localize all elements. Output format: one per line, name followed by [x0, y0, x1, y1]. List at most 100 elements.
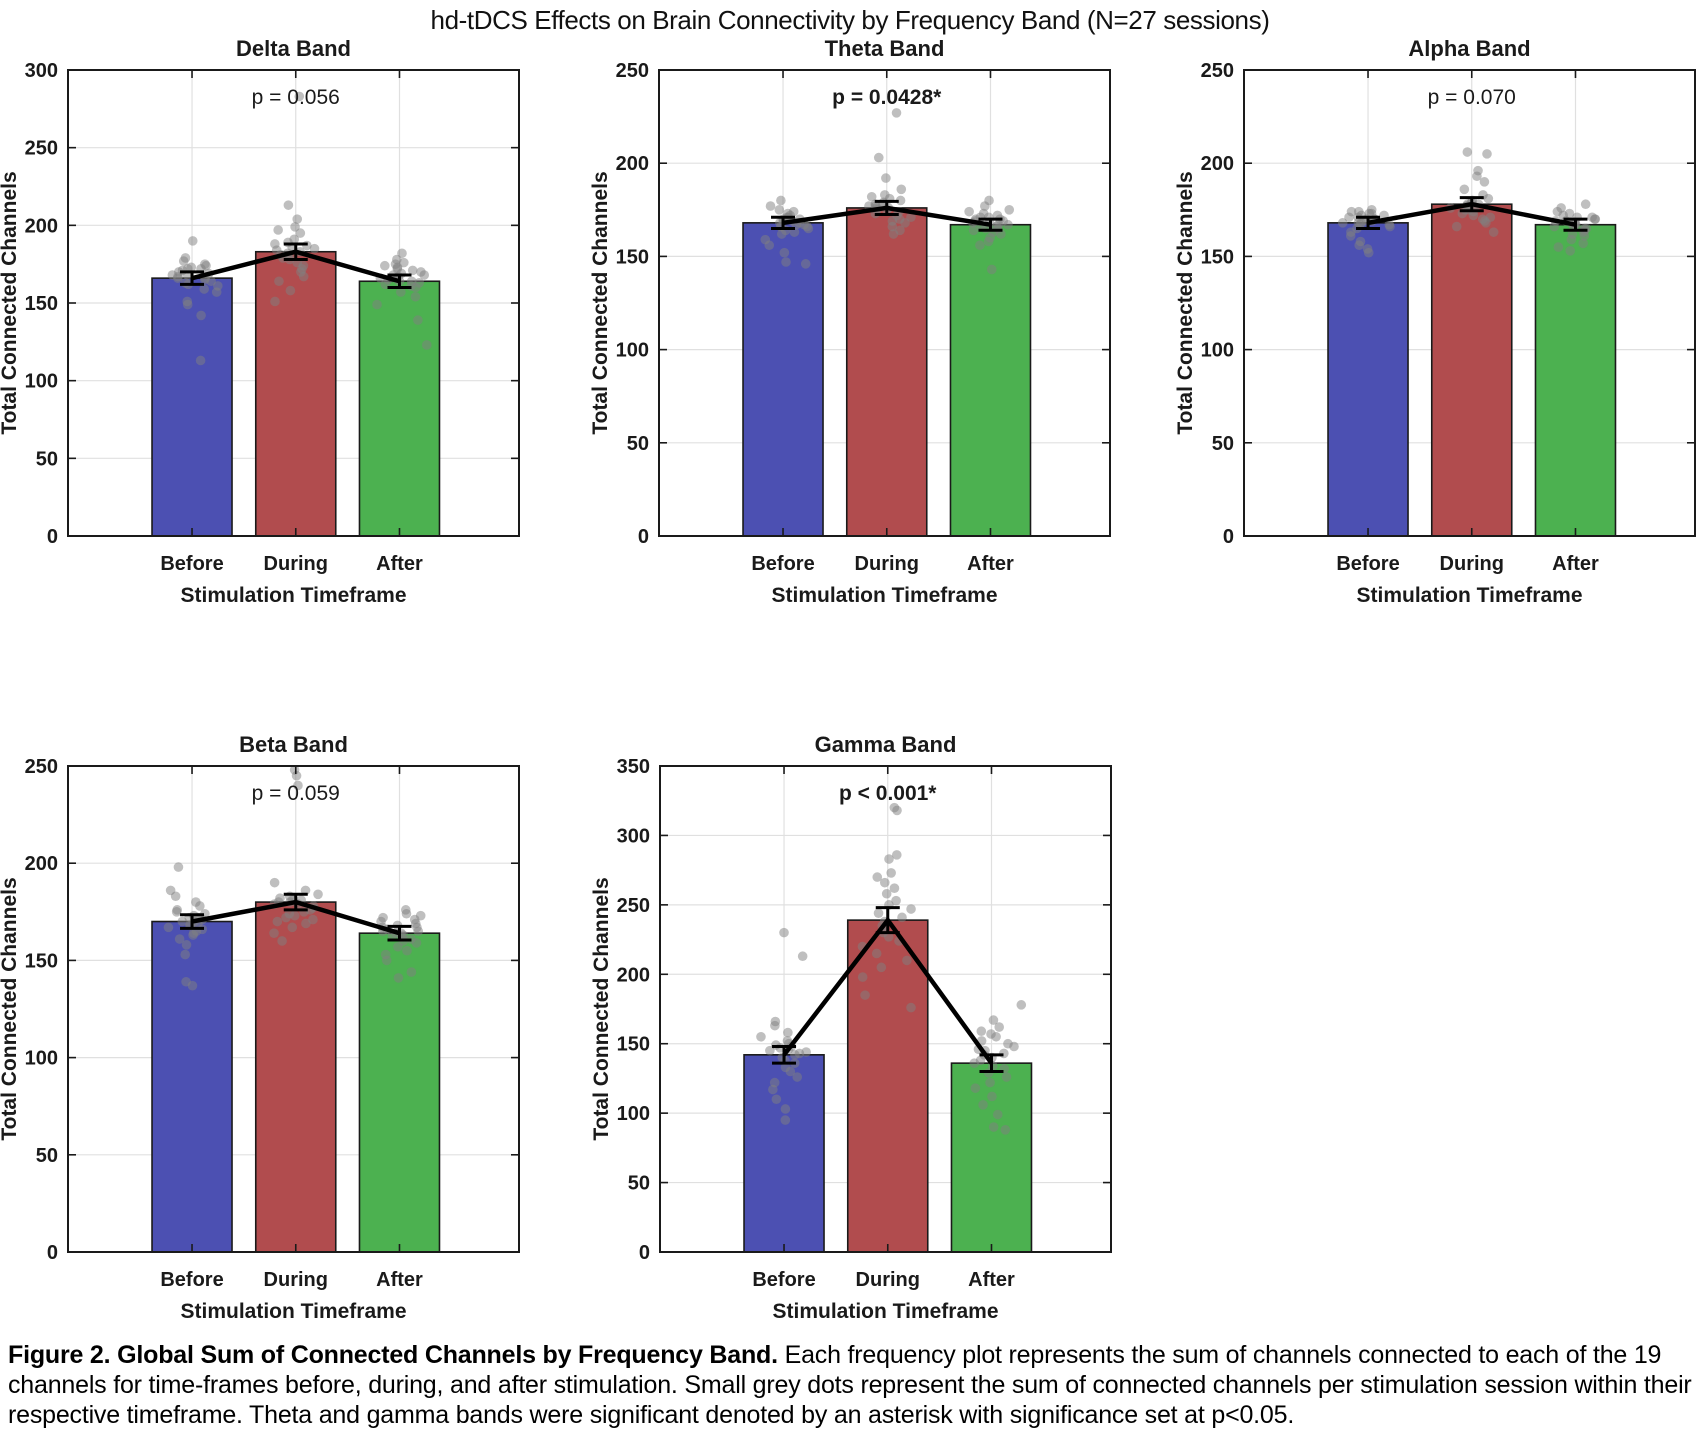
subplot-alpha-band: 0 50 100 150 200 250 Before During After Alpha Ba…: [1174, 36, 1696, 607]
x-tick-label: During: [856, 1269, 920, 1291]
bar-during: [846, 919, 929, 1253]
p-value-label: p = 0.0428*: [832, 86, 942, 109]
data-point: [415, 910, 426, 921]
data-point: [779, 927, 789, 938]
error-bar-after: [387, 273, 412, 289]
y-tick-label: 0: [47, 526, 58, 548]
bar-before: [743, 1054, 825, 1253]
y-axis-label: Total Connected Channels: [1174, 171, 1197, 434]
data-point: [785, 1066, 796, 1077]
data-point: [181, 940, 192, 950]
y-tick-label: 300: [25, 60, 58, 82]
data-point: [774, 205, 785, 215]
data-point: [1366, 205, 1377, 215]
data-point: [1556, 203, 1566, 213]
data-point: [991, 1031, 1001, 1042]
x-tick-label: During: [1440, 553, 1504, 575]
x-tick-label: After: [376, 553, 423, 575]
data-point: [213, 281, 223, 291]
data-point: [1353, 206, 1364, 217]
data-point: [281, 912, 291, 923]
data-point: [906, 1002, 916, 1013]
y-tick-label: 250: [617, 895, 650, 917]
data-point: [984, 195, 994, 206]
p-value-label: p = 0.059: [252, 782, 340, 805]
data-point: [1482, 149, 1492, 159]
y-tick-label: 150: [25, 293, 58, 315]
data-point: [988, 1015, 999, 1025]
data-point: [410, 291, 421, 302]
data-point: [277, 936, 287, 946]
data-point: [397, 248, 407, 259]
data-point: [180, 253, 191, 263]
subplot-title: Theta Band: [825, 36, 945, 61]
axes-box: [67, 69, 520, 537]
data-point: [400, 905, 411, 915]
data-point: [1553, 242, 1564, 252]
data-point: [986, 264, 997, 275]
data-point: [871, 948, 882, 959]
data-point: [165, 885, 176, 896]
data-point: [406, 276, 417, 287]
x-tick-label: Before: [751, 553, 814, 575]
data-point: [900, 218, 910, 228]
data-point: [765, 201, 776, 211]
data-point: [200, 259, 210, 269]
data-point: [1488, 227, 1499, 237]
data-point: [857, 972, 868, 982]
data-point: [291, 770, 302, 781]
y-tick-label: 0: [638, 526, 649, 548]
p-value-label: p < 0.001*: [839, 782, 937, 805]
data-point: [776, 195, 786, 206]
data-point: [406, 967, 417, 977]
data-point: [1578, 238, 1588, 249]
x-axis-label: Stimulation Timeframe: [1357, 584, 1583, 607]
data-point: [873, 152, 884, 163]
bar-before: [151, 920, 233, 1253]
data-point: [860, 990, 870, 1000]
subplot-theta-band: 0 50 100 150 200 250 Before During After Theta Ba…: [589, 36, 1111, 607]
x-tick-label: Before: [1336, 553, 1399, 575]
data-point: [881, 173, 891, 183]
data-point: [978, 208, 989, 219]
y-tick-label: 250: [25, 756, 58, 778]
data-point: [272, 916, 283, 927]
y-axis-label: Total Connected Channels: [0, 171, 21, 434]
bar-after: [949, 223, 1032, 537]
data-point: [896, 184, 907, 195]
data-point: [1462, 147, 1473, 157]
data-point: [396, 287, 406, 297]
data-point: [788, 206, 799, 217]
data-point: [876, 962, 887, 973]
data-point: [770, 1020, 780, 1031]
data-point: [274, 276, 284, 287]
data-point: [780, 1104, 791, 1114]
data-point: [765, 1045, 775, 1056]
data-point: [421, 340, 432, 350]
data-point: [988, 1122, 999, 1132]
data-point: [301, 918, 311, 929]
data-point: [1483, 193, 1494, 204]
x-tick-label: Before: [160, 553, 223, 575]
mean-line: [782, 916, 994, 1065]
data-point: [402, 945, 412, 956]
data-point: [756, 1031, 766, 1042]
data-point: [892, 805, 902, 816]
data-point: [191, 897, 201, 907]
data-point: [760, 234, 771, 245]
data-point: [768, 1084, 778, 1095]
x-tick-label: Before: [752, 1269, 815, 1291]
y-tick-label: 300: [617, 825, 650, 847]
y-axis-label: Total Connected Channels: [589, 171, 612, 434]
data-point: [985, 1077, 995, 1088]
data-point: [771, 1094, 782, 1105]
bar-during: [845, 207, 928, 537]
y-tick-label: 100: [617, 1103, 650, 1125]
data-point: [378, 912, 388, 923]
p-value-label: p = 0.056: [252, 86, 340, 109]
data-point: [987, 1091, 997, 1102]
y-tick-label: 100: [616, 340, 649, 362]
data-point: [1016, 1000, 1027, 1010]
data-point: [883, 931, 894, 942]
